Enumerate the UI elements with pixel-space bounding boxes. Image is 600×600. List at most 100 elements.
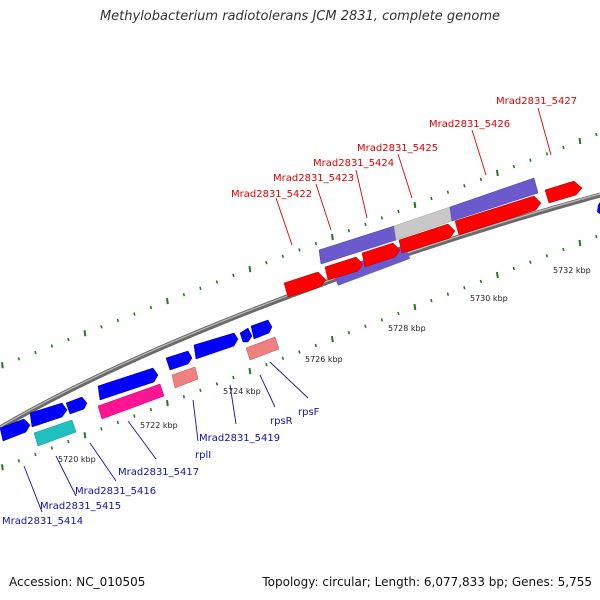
scale-tick — [50, 344, 54, 348]
gene-arrow[interactable] — [239, 327, 253, 343]
scale-tick — [578, 137, 582, 145]
scale-tick — [182, 292, 186, 297]
gene-arrow[interactable] — [245, 336, 280, 361]
scale-tick — [166, 297, 169, 305]
gene-arrow[interactable] — [361, 242, 401, 268]
gene-arrow[interactable] — [97, 367, 159, 401]
gene-arrow[interactable] — [171, 366, 199, 389]
gene-arrow[interactable] — [597, 202, 600, 214]
gene-label[interactable]: Mrad2831_5416 — [75, 486, 156, 497]
scale-tick — [215, 382, 219, 386]
scale-tick — [67, 337, 70, 342]
gene-arrow[interactable] — [33, 419, 77, 447]
scale-tick — [512, 164, 516, 169]
gene-arrow[interactable] — [29, 402, 68, 428]
gene-label[interactable]: Mrad2831_5417 — [118, 467, 199, 478]
tick-row-lower — [1, 234, 598, 471]
scale-tick — [1, 464, 4, 471]
gene-arrow[interactable] — [193, 332, 239, 360]
gene-arrow[interactable] — [449, 177, 539, 222]
scale-tick — [1, 362, 4, 369]
gene-label[interactable]: Mrad2831_5425 — [357, 143, 438, 154]
scale-tick — [166, 399, 169, 407]
scale-tick — [149, 305, 153, 310]
scale-tick — [463, 184, 466, 188]
gene-arrow[interactable] — [544, 180, 583, 204]
scale-tick — [83, 330, 87, 337]
scale-tick — [265, 260, 268, 265]
scale-tick — [248, 265, 252, 273]
scale-tick — [347, 330, 351, 335]
gene-label[interactable]: rpsF — [298, 407, 320, 418]
gene-arrow[interactable] — [324, 256, 364, 281]
scale-label: 5732 kbp — [553, 266, 591, 275]
scale-tick — [133, 312, 136, 316]
gene-label[interactable]: Mrad2831_5426 — [429, 119, 510, 130]
scale-tick — [34, 350, 37, 355]
scale-tick — [133, 414, 136, 418]
scale-tick — [149, 407, 153, 412]
scale-tick — [116, 318, 120, 323]
scale-tick — [512, 266, 516, 271]
gene-arrow[interactable] — [65, 396, 88, 415]
scale-label: 5720 kbp — [58, 455, 96, 464]
gene-label[interactable]: Mrad2831_5419 — [199, 433, 280, 444]
gene-label[interactable]: Mrad2831_5414 — [2, 516, 83, 527]
scale-tick — [529, 260, 532, 264]
gene-label[interactable]: Mrad2831_5422 — [231, 189, 312, 200]
scale-tick — [413, 303, 417, 311]
gene-arrow[interactable] — [250, 319, 273, 340]
scale-tick — [446, 190, 450, 194]
scale-tick — [281, 254, 285, 259]
gene-labels: Mrad2831_5427 Mrad2831_5426 Mrad2831_542… — [2, 96, 577, 527]
scale-tick — [397, 209, 400, 214]
scale-tick — [314, 343, 318, 348]
scale-tick — [446, 292, 450, 296]
scale-tick — [331, 233, 334, 241]
scale-tick — [199, 388, 202, 393]
scale-label: 5726 kbp — [305, 355, 343, 364]
scale-tick — [529, 158, 532, 162]
scale-label: 5730 kbp — [470, 294, 508, 303]
scale-label: 5722 kbp — [140, 421, 178, 430]
scale-tick — [34, 452, 37, 457]
scale-tick — [413, 201, 417, 209]
gene-label[interactable]: rplI — [195, 450, 211, 461]
scale-tick — [380, 216, 384, 220]
gene-label[interactable]: Mrad2831_5427 — [496, 96, 577, 107]
accession-text: Accession: NC_010505 — [9, 575, 146, 589]
gene-label[interactable]: Mrad2831_5415 — [40, 501, 121, 512]
map-title: Methylobacterium radiotolerans JCM 2831,… — [99, 9, 501, 24]
gene-arrow[interactable] — [454, 195, 542, 236]
scale-tick — [545, 254, 549, 258]
scale-tick — [17, 357, 21, 361]
scale-tick — [215, 280, 219, 284]
gene-label[interactable]: Mrad2831_5423 — [273, 173, 354, 184]
scale-tick — [50, 446, 54, 450]
gene-arrow[interactable] — [165, 350, 193, 371]
scale-tick — [298, 350, 301, 354]
gene-features — [0, 177, 600, 447]
scale-tick — [562, 145, 565, 150]
scale-tick — [595, 132, 598, 137]
gene-arrow[interactable] — [97, 383, 165, 420]
scale-tick — [83, 432, 87, 439]
scale-tick — [248, 367, 252, 375]
scale-tick — [430, 298, 433, 303]
scale-label: 5728 kbp — [388, 324, 426, 333]
gene-label[interactable]: rpsR — [270, 416, 293, 427]
scale-tick — [380, 318, 384, 322]
scale-tick — [496, 271, 499, 279]
gene-arrow[interactable] — [398, 223, 456, 254]
scale-tick — [199, 286, 202, 291]
scale-tick — [562, 247, 565, 252]
gene-label[interactable]: Mrad2831_5424 — [313, 158, 394, 169]
gene-arrow[interactable] — [0, 418, 31, 442]
scale-tick — [17, 459, 21, 463]
scale-tick — [67, 439, 70, 444]
scale-tick — [314, 241, 318, 246]
scale-tick — [116, 420, 120, 425]
tick-row-upper — [1, 132, 598, 369]
gene-arrow[interactable] — [283, 271, 327, 298]
